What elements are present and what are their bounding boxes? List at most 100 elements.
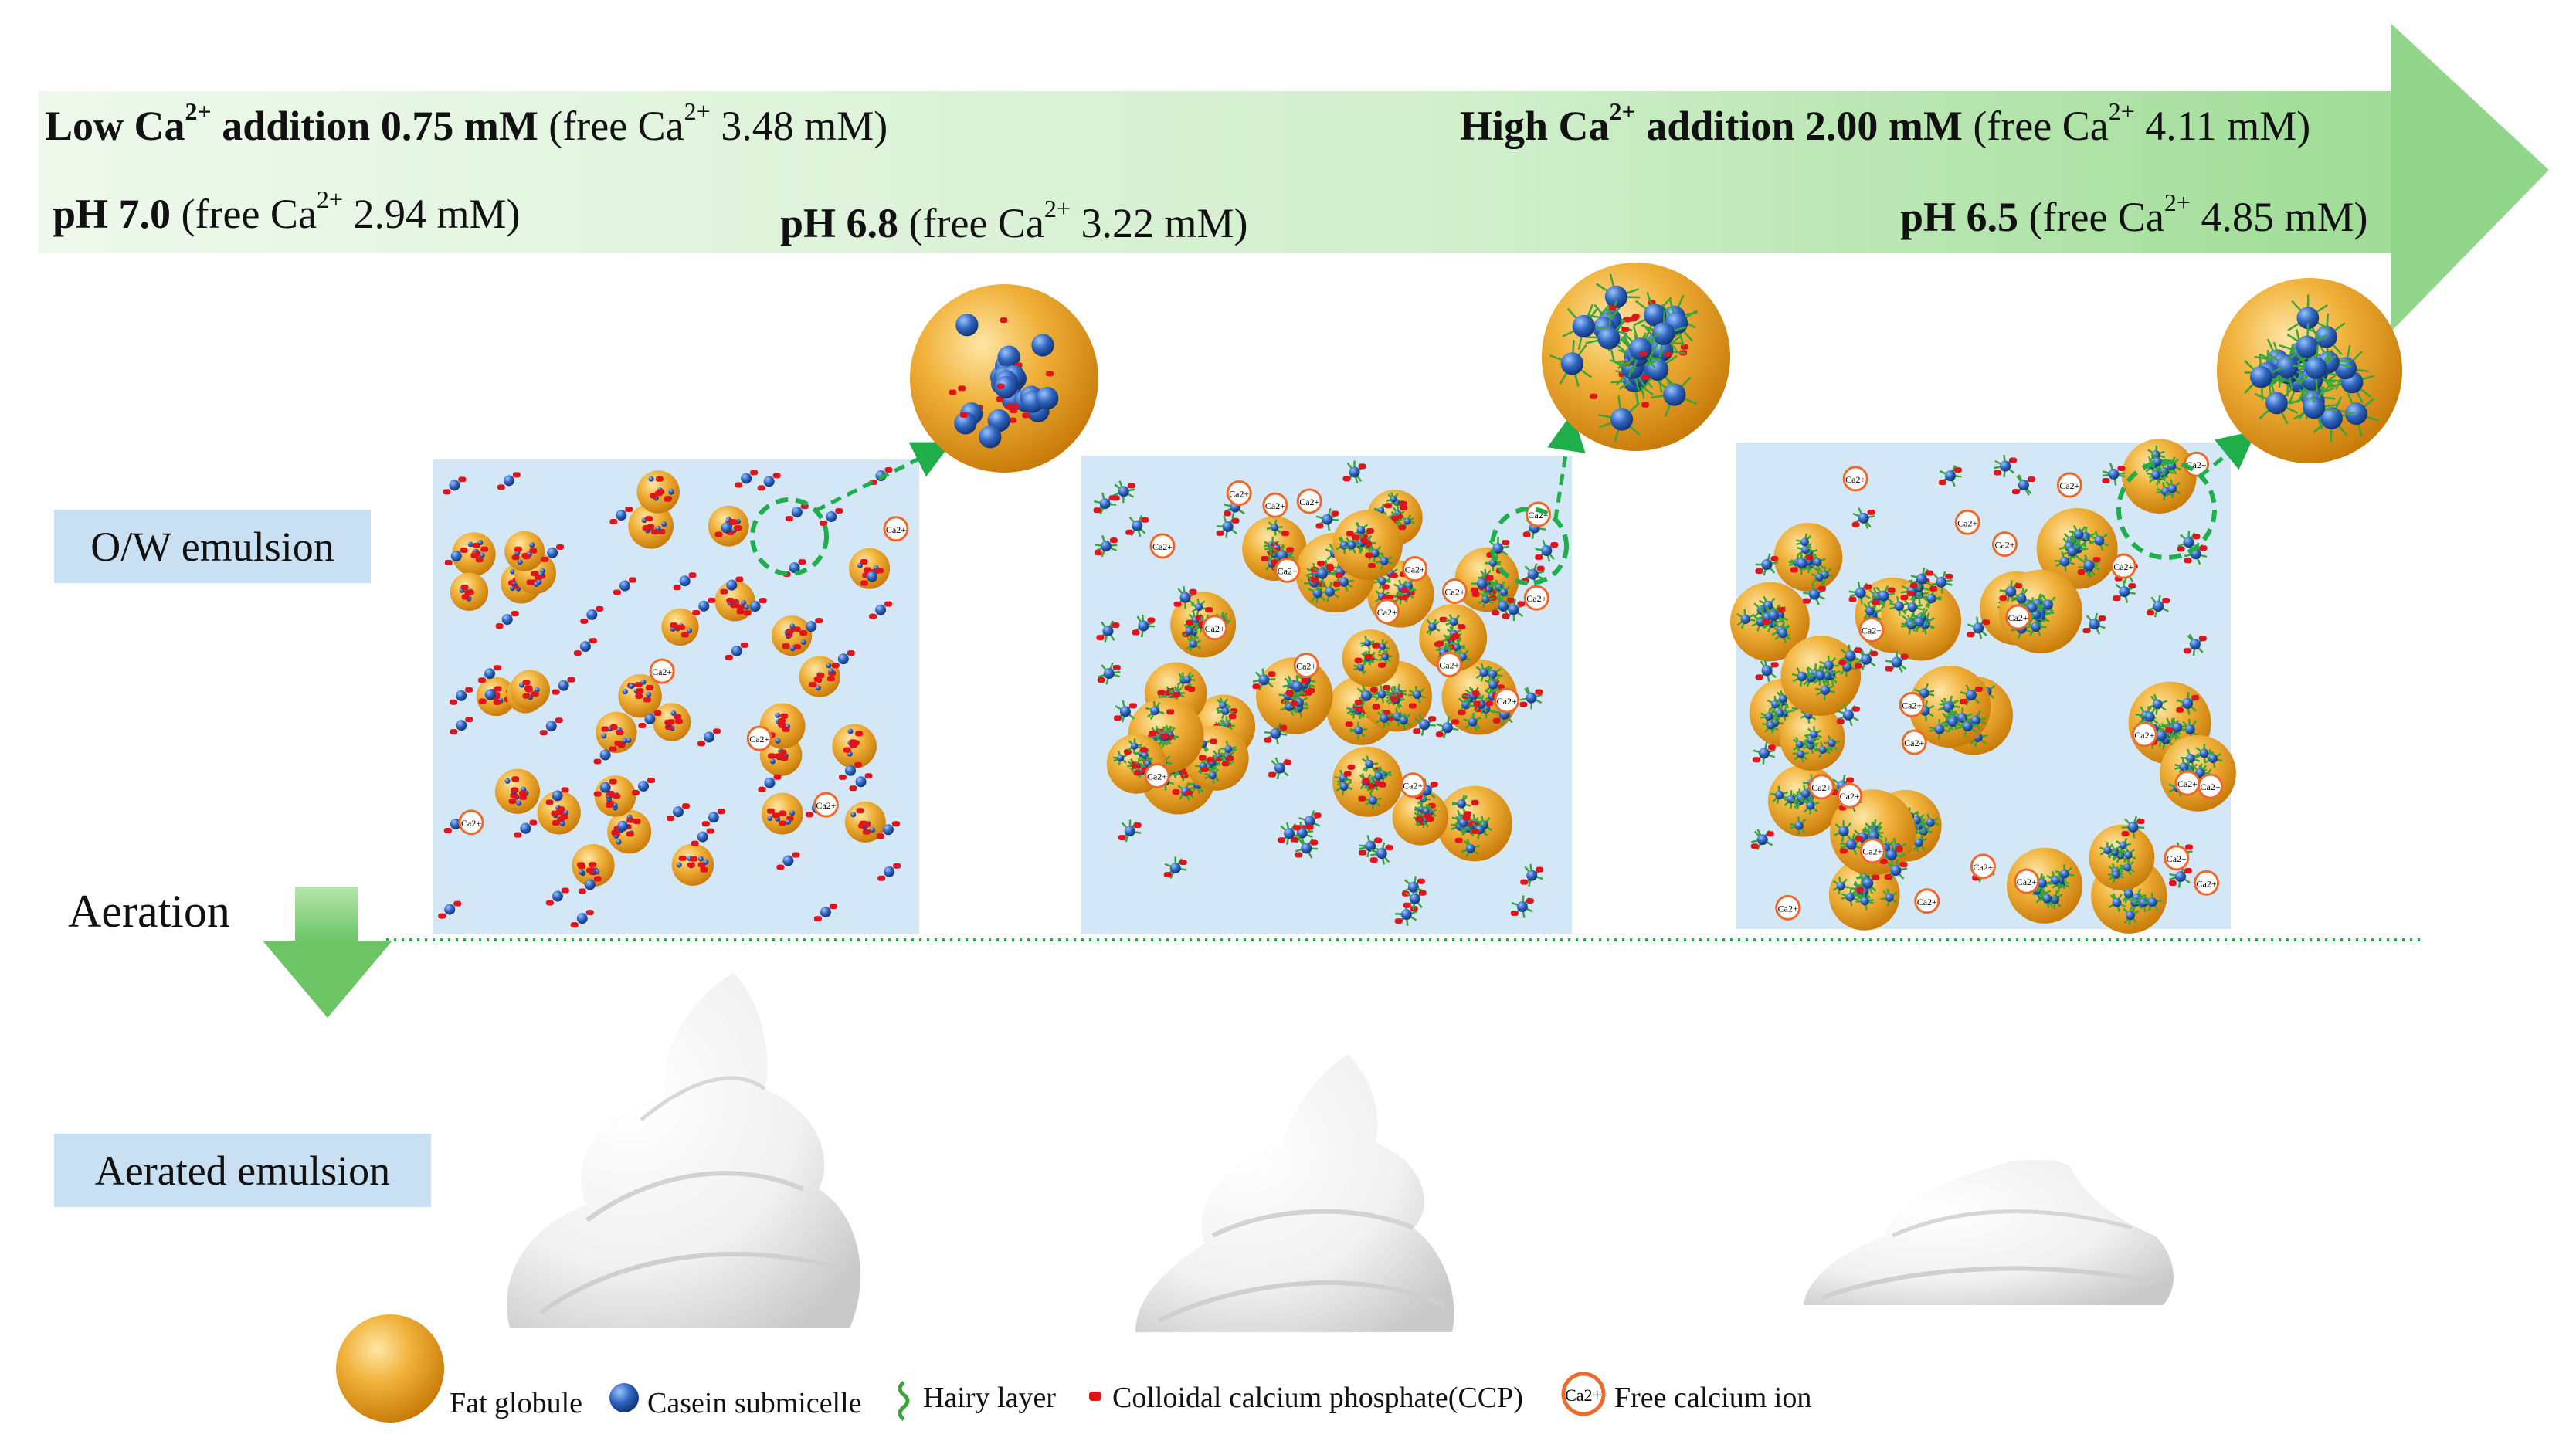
aerated-emulsion-label: Aerated emulsion: [54, 1134, 431, 1207]
free-calcium-ion: Ca2+: [1914, 888, 1940, 914]
free-calcium-ion: Ca2+: [1226, 480, 1252, 507]
casein-submicelle: [1520, 863, 1544, 887]
casein-submicelle: [1271, 544, 1295, 566]
free-calcium-ion: Ca2+: [1293, 653, 1319, 679]
svg-text:Ca2+: Ca2+: [1299, 497, 1319, 507]
free-calcium-ion: Ca2+: [2110, 553, 2136, 579]
casein-submicelle: [1872, 585, 1896, 608]
casein-submicelle: [613, 577, 636, 595]
fat-globule: [1780, 705, 1845, 771]
free-calcium-ion: Ca2+: [1991, 531, 2018, 558]
casein-submicelle: [1929, 571, 1953, 594]
casein-submicelle: [849, 773, 873, 792]
casein-submicelle: [1790, 551, 1814, 575]
svg-text:Ca2+: Ca2+: [1265, 500, 1285, 511]
fat-globule: [1767, 765, 1841, 837]
casein-submicelle: [2183, 633, 2207, 656]
fat-globule: [2160, 734, 2236, 812]
svg-text:Ca2+: Ca2+: [461, 818, 481, 829]
svg-text:Ca2+: Ca2+: [2167, 853, 2187, 864]
casein-submicelle: [701, 809, 725, 827]
casein-submicelle: [1369, 842, 1393, 865]
free-calcium-ion: Ca2+: [2198, 773, 2224, 799]
svg-text:Ca2+: Ca2+: [2177, 778, 2198, 789]
aeration-label: Aeration: [68, 886, 230, 937]
free-calcium-ion: Ca2+: [2174, 770, 2201, 796]
casein-submicelle: [725, 642, 748, 660]
fat-globule: [761, 792, 803, 835]
fat-globule: [618, 674, 662, 718]
casein-submicelle: [478, 686, 502, 704]
casein-submicelle: [1435, 716, 1459, 739]
free-calcium-ion: Ca2+: [813, 792, 839, 818]
free-calcium-ion: Ca2+: [1400, 772, 1426, 799]
free-calcium-ion: Ca2+: [1901, 729, 1927, 755]
free-calcium-ion: Ca2+: [2164, 845, 2190, 871]
fat-globule: [636, 470, 680, 514]
whipped-cream-middle: [1135, 1054, 1454, 1332]
free-calcium-ion: Ca2+: [1262, 492, 1288, 518]
fat-globule: [671, 843, 714, 886]
zoomed-fat-globule: [910, 284, 1098, 473]
casein-submicelle: [1856, 872, 1880, 894]
fat-globule: [2122, 439, 2197, 514]
casein-submicelle: [1470, 572, 1494, 595]
free-calcium-ion: Ca2+: [1296, 488, 1322, 514]
free-calcium-ion: Ca2+: [2005, 604, 2031, 630]
casein-submicelle: [1839, 833, 1863, 856]
legend-casein-icon: [609, 1383, 639, 1412]
zoom-dashed-circle: [750, 497, 829, 576]
fat-globule: [799, 656, 840, 697]
svg-text:Ca2+: Ca2+: [1405, 565, 1425, 575]
svg-text:Ca2+: Ca2+: [1497, 696, 1517, 707]
fat-globule: [1342, 629, 1400, 687]
legend-fat-globule-icon: [336, 1314, 444, 1423]
svg-text:Ca2+: Ca2+: [1994, 540, 2014, 551]
casein-submicelle: [2168, 865, 2192, 888]
svg-text:Ca2+: Ca2+: [2201, 782, 2221, 792]
svg-text:Ca2+: Ca2+: [2017, 877, 2037, 887]
casein-submicelle: [2121, 816, 2145, 839]
casein-submicelle: [1163, 856, 1187, 879]
casein-submicelle: [1851, 507, 1875, 529]
svg-text:Ca2+: Ca2+: [1444, 587, 1464, 598]
legend-casein-label: Casein submicelle: [647, 1387, 862, 1419]
casein-submicelle: [877, 863, 901, 881]
casein-submicelle: [1413, 714, 1437, 736]
casein-submicelle: [758, 774, 782, 792]
casein-submicelle: [1354, 684, 1378, 707]
casein-submicelle: [1848, 581, 1872, 605]
casein-submicelle: [632, 777, 656, 795]
casein-submicelle: [1762, 605, 1786, 627]
svg-text:Ca2+: Ca2+: [1862, 846, 1882, 857]
fat-globule: [1780, 636, 1862, 716]
casein-submicelle: [1884, 859, 1908, 881]
casein-submicelle: [541, 544, 565, 562]
casein-submicelle: [573, 638, 597, 656]
legend-free-calcium-icon: Ca2+: [1561, 1372, 1606, 1416]
casein-submicelle: [697, 728, 721, 747]
casein-submicelle: [578, 876, 602, 894]
casein-submicelle: [1838, 644, 1862, 668]
free-calcium-ion: Ca2+: [2056, 472, 2082, 498]
svg-text:Ca2+: Ca2+: [1862, 625, 1882, 636]
casein-submicelle: [1216, 515, 1240, 538]
svg-text:Ca2+: Ca2+: [1205, 623, 1225, 634]
casein-submicelle: [673, 572, 697, 591]
fat-globule: [1441, 659, 1518, 735]
casein-submicelle: [1268, 757, 1291, 780]
casein-submicelle: [450, 717, 473, 735]
fat-globule: [452, 532, 496, 576]
legend-hairy-layer-icon: [898, 1381, 910, 1421]
svg-text:Ca2+: Ca2+: [1152, 541, 1173, 552]
svg-text:Ca2+: Ca2+: [1296, 661, 1316, 672]
casein-submicelle: [611, 817, 635, 836]
free-calcium-ion: Ca2+: [1859, 838, 1885, 864]
casein-submicelle: [1094, 534, 1118, 558]
casein-submicelle: [1290, 821, 1314, 845]
free-calcium-ion: Ca2+: [458, 809, 484, 836]
low-ca-addition-label: Low Ca2+ addition 0.75 mM (free Ca2+ 3.4…: [45, 97, 888, 149]
ph-7-0-label: pH 7.0 (free Ca2+ 2.94 mM): [53, 185, 521, 237]
casein-submicelle: [757, 473, 781, 491]
